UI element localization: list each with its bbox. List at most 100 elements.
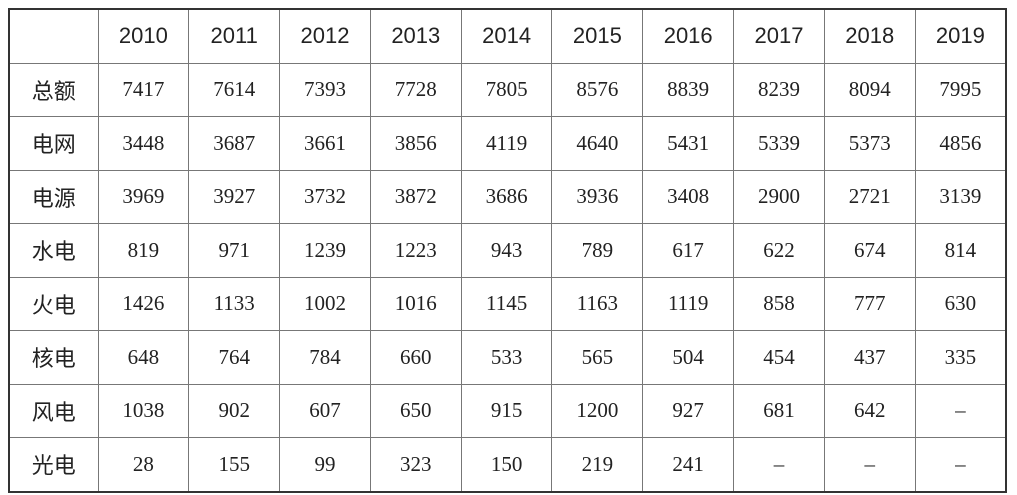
table-cell: 1426 <box>97 276 190 331</box>
table-cell: 3448 <box>97 116 190 171</box>
table-cell: 3936 <box>551 169 644 224</box>
table-cell: 323 <box>369 437 462 492</box>
table-cell: 7417 <box>97 62 190 117</box>
table-cell: 784 <box>279 330 371 385</box>
table-row: 电网 3448 3687 3661 3856 4119 4640 5431 5339 5373 48… <box>8 116 1007 171</box>
table-cell: 565 <box>551 330 644 385</box>
data-table: 2010 2011 2012 2013 2014 2015 2016 2017 2018 2019… <box>8 8 1007 493</box>
column-header: 2016 <box>642 8 735 64</box>
table-row: 火电 1426 1133 1002 1016 1145 1163 1119 858 777 630 <box>8 276 1007 331</box>
table-cell: 1200 <box>551 383 644 438</box>
table-cell: 777 <box>823 276 916 331</box>
column-header: 2019 <box>914 8 1007 64</box>
table-cell: 902 <box>188 383 281 438</box>
column-header: 2012 <box>279 8 371 64</box>
table-cell: 8839 <box>642 62 735 117</box>
table-cell: 8239 <box>733 62 825 117</box>
table-cell: 927 <box>642 383 735 438</box>
table-cell: 1133 <box>188 276 281 331</box>
table-cell: 3139 <box>914 169 1007 224</box>
table-cell: 5431 <box>642 116 735 171</box>
table-cell: 943 <box>460 223 553 278</box>
table-cell: 1038 <box>97 383 190 438</box>
row-label: 风电 <box>8 383 99 438</box>
table-row: 核电 648 764 784 660 533 565 504 454 437 335 <box>8 330 1007 385</box>
table-cell: 7728 <box>369 62 462 117</box>
table-cell: 3686 <box>460 169 553 224</box>
table-row: 风电 1038 902 607 650 915 1200 927 681 642– <box>8 383 1007 438</box>
row-label: 火电 <box>8 276 99 331</box>
table-cell: 2900 <box>733 169 825 224</box>
table-cell: – <box>733 437 825 492</box>
table-cell: 28 <box>97 437 190 492</box>
table-cell: 4640 <box>551 116 644 171</box>
table-cell: 789 <box>551 223 644 278</box>
column-header: 2013 <box>369 8 462 64</box>
table-row: 总额 7417 7614 7393 7728 7805 8576 8839 8239 8094 79… <box>8 62 1007 117</box>
table-cell: 150 <box>460 437 553 492</box>
table-cell: 533 <box>460 330 553 385</box>
table-cell: 1239 <box>279 223 371 278</box>
table-cell: 1145 <box>460 276 553 331</box>
table-cell: 1119 <box>642 276 735 331</box>
table-cell: 650 <box>369 383 462 438</box>
column-header: 2010 <box>97 8 190 64</box>
table-cell: 2721 <box>823 169 916 224</box>
table-cell: 648 <box>97 330 190 385</box>
table-cell: 1002 <box>279 276 371 331</box>
table-cell: 241 <box>642 437 735 492</box>
table-cell: 915 <box>460 383 553 438</box>
corner-cell <box>8 8 99 64</box>
table-cell: – <box>914 383 1007 438</box>
table-cell: 764 <box>188 330 281 385</box>
table-cell: 3408 <box>642 169 735 224</box>
table-cell: 814 <box>914 223 1007 278</box>
table-row: 电源 3969 3927 3732 3872 3686 3936 3408 2900 2721 31… <box>8 169 1007 224</box>
column-header: 2018 <box>823 8 916 64</box>
table-cell: 504 <box>642 330 735 385</box>
table-cell: 437 <box>823 330 916 385</box>
column-header: 2015 <box>551 8 644 64</box>
table-cell: 4119 <box>460 116 553 171</box>
table-cell: 3969 <box>97 169 190 224</box>
table-cell: 5339 <box>733 116 825 171</box>
table-cell: 1223 <box>369 223 462 278</box>
table-cell: 8094 <box>823 62 916 117</box>
table-cell: 155 <box>188 437 281 492</box>
table-cell: 3872 <box>369 169 462 224</box>
table-cell: 819 <box>97 223 190 278</box>
row-label: 总额 <box>8 62 99 117</box>
header-row: 2010 2011 2012 2013 2014 2015 2016 2017 2018 2019 <box>8 8 1007 64</box>
table-cell: 7995 <box>914 62 1007 117</box>
table-cell: 5373 <box>823 116 916 171</box>
table-cell: 7393 <box>279 62 371 117</box>
row-label: 水电 <box>8 223 99 278</box>
column-header: 2014 <box>460 8 553 64</box>
table-cell: 454 <box>733 330 825 385</box>
row-label: 核电 <box>8 330 99 385</box>
table-cell: 607 <box>279 383 371 438</box>
table-cell: 617 <box>642 223 735 278</box>
table-cell: 630 <box>914 276 1007 331</box>
column-header: 2011 <box>188 8 281 64</box>
table-cell: 858 <box>733 276 825 331</box>
table-cell: 3687 <box>188 116 281 171</box>
table-cell: 3856 <box>369 116 462 171</box>
table-cell: 7614 <box>188 62 281 117</box>
table-cell: 99 <box>279 437 371 492</box>
table-cell: 3661 <box>279 116 371 171</box>
table-cell: 674 <box>823 223 916 278</box>
table-cell: 3732 <box>279 169 371 224</box>
table-cell: 3927 <box>188 169 281 224</box>
table-cell: 8576 <box>551 62 644 117</box>
table-cell: 7805 <box>460 62 553 117</box>
column-header: 2017 <box>733 8 825 64</box>
table-cell: – <box>914 437 1007 492</box>
table-cell: 622 <box>733 223 825 278</box>
table-cell: 971 <box>188 223 281 278</box>
table-cell: 642 <box>823 383 916 438</box>
table-cell: – <box>823 437 916 492</box>
table-cell: 219 <box>551 437 644 492</box>
row-label: 电源 <box>8 169 99 224</box>
